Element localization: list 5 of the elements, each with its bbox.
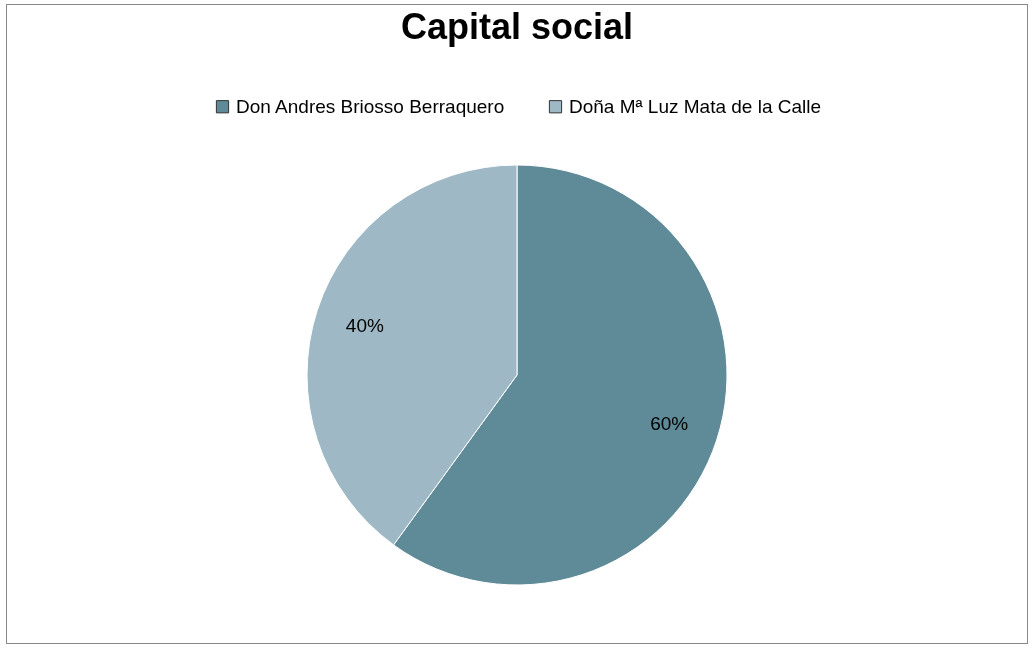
legend-label: Doña Mª Luz Mata de la Calle	[569, 95, 822, 117]
data-label: 40%	[345, 314, 384, 336]
data-label: 60%	[650, 413, 689, 435]
legend-label: Don Andres Briosso Berraquero	[236, 95, 505, 117]
chart-title: Capital social	[400, 6, 634, 47]
